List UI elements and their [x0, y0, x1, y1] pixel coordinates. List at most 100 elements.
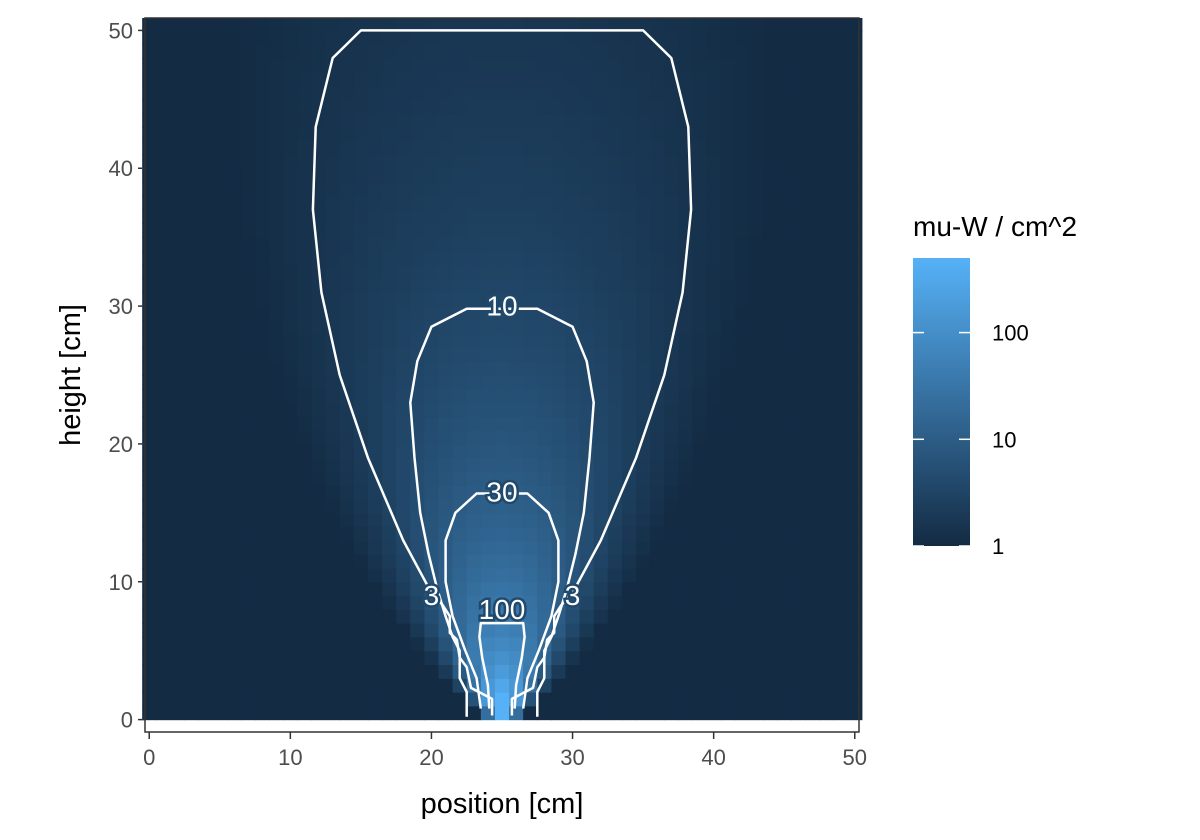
- heatmap-cell: [692, 595, 708, 610]
- heatmap-cell: [777, 678, 792, 693]
- heatmap-cell: [255, 402, 270, 417]
- heatmap-cell: [212, 430, 228, 445]
- heatmap-cell: [382, 636, 397, 652]
- heatmap-cell: [325, 705, 341, 721]
- heatmap-cell: [551, 457, 567, 473]
- heatmap-cell: [424, 609, 440, 624]
- heatmap-cell: [269, 388, 284, 404]
- heatmap-cell: [551, 278, 567, 293]
- heatmap-cell: [198, 250, 214, 266]
- heatmap-cell: [396, 402, 411, 417]
- heatmap-cell: [325, 264, 341, 280]
- heatmap-cell: [382, 430, 397, 445]
- heatmap-cell: [523, 292, 538, 307]
- heatmap-cell: [212, 250, 228, 266]
- heatmap-cell: [240, 416, 256, 431]
- contour-line-100: [478, 621, 526, 709]
- heatmap-cell: [847, 113, 863, 128]
- heatmap-cell: [720, 499, 736, 514]
- heatmap-cell: [678, 71, 694, 87]
- heatmap-cell: [593, 264, 609, 280]
- heatmap-cell: [480, 140, 496, 156]
- heatmap-cell: [607, 540, 623, 555]
- heatmap-cell: [367, 347, 383, 362]
- heatmap-cell: [720, 264, 736, 280]
- heatmap-cell: [438, 57, 454, 73]
- heatmap-cell: [184, 471, 200, 486]
- heatmap-cell: [226, 361, 242, 376]
- heatmap-cell: [353, 237, 369, 252]
- heatmap-cell: [156, 182, 171, 197]
- heatmap-cell: [269, 85, 284, 100]
- heatmap-cell: [833, 292, 849, 307]
- heatmap-cell: [325, 443, 341, 459]
- heatmap-cell: [494, 278, 510, 293]
- heatmap-cell: [156, 416, 171, 431]
- heatmap-cell: [777, 71, 792, 87]
- heatmap-cell: [734, 430, 750, 445]
- heatmap-cell: [833, 113, 849, 128]
- heatmap-cell: [396, 182, 411, 197]
- heatmap-cell: [367, 85, 383, 100]
- heatmap-cell: [650, 705, 665, 721]
- heatmap-cell: [240, 540, 256, 555]
- heatmap-cell: [509, 540, 524, 555]
- heatmap-cell: [226, 264, 242, 280]
- heatmap-cell: [791, 609, 806, 624]
- heatmap-cell: [551, 71, 567, 87]
- heatmap-cell: [396, 361, 411, 376]
- heatmap-cell: [748, 140, 764, 156]
- heatmap-cell: [325, 416, 341, 431]
- heatmap-cell: [269, 30, 284, 45]
- heatmap-cell: [283, 182, 298, 197]
- heatmap-cell: [678, 554, 694, 569]
- heatmap-cell: [494, 540, 510, 555]
- heatmap-cell: [777, 609, 792, 624]
- heatmap-cell: [212, 567, 228, 583]
- heatmap-cell: [720, 18, 736, 33]
- heatmap-cell: [283, 113, 298, 128]
- heatmap-cell: [523, 554, 538, 569]
- heatmap-cell: [438, 512, 454, 528]
- heatmap-cell: [438, 457, 454, 473]
- heatmap-cell: [466, 18, 482, 33]
- heatmap-cell: [636, 292, 651, 307]
- heatmap-cell: [142, 306, 157, 321]
- heatmap-cell: [297, 664, 313, 679]
- heatmap-cell: [156, 636, 171, 652]
- heatmap-cell: [255, 692, 270, 707]
- heatmap-cell: [452, 347, 468, 362]
- heatmap-cell: [551, 664, 567, 679]
- heatmap-cell: [650, 195, 665, 211]
- heatmap-cell: [819, 443, 835, 459]
- heatmap-cell: [170, 554, 186, 569]
- heatmap-cell: [466, 526, 482, 541]
- heatmap-cell: [325, 567, 341, 583]
- heatmap-cell: [565, 623, 581, 638]
- heatmap-cell: [777, 154, 792, 169]
- heatmap-cell: [509, 609, 524, 624]
- heatmap-cell: [706, 664, 722, 679]
- heatmap-cell: [480, 195, 496, 211]
- heatmap-cell: [142, 595, 157, 610]
- heatmap-cell: [424, 416, 440, 431]
- heatmap-cell: [410, 223, 425, 238]
- heatmap-cell: [777, 581, 792, 597]
- heatmap-cell: [424, 30, 440, 45]
- heatmap-cell: [607, 430, 623, 445]
- heatmap-cell: [198, 650, 214, 666]
- heatmap-cell: [692, 44, 708, 59]
- heatmap-cell: [142, 554, 157, 569]
- heatmap-cell: [678, 57, 694, 73]
- heatmap-cell: [466, 99, 482, 114]
- heatmap-cell: [424, 443, 440, 459]
- heatmap-cell: [198, 195, 214, 211]
- heatmap-cell: [565, 457, 581, 473]
- heatmap-cell: [424, 650, 440, 666]
- heatmap-cell: [339, 264, 355, 280]
- heatmap-cell: [339, 250, 355, 266]
- heatmap-cell: [410, 113, 425, 128]
- heatmap-cell: [170, 223, 186, 238]
- heatmap-cell: [551, 18, 567, 33]
- heatmap-cell: [720, 554, 736, 569]
